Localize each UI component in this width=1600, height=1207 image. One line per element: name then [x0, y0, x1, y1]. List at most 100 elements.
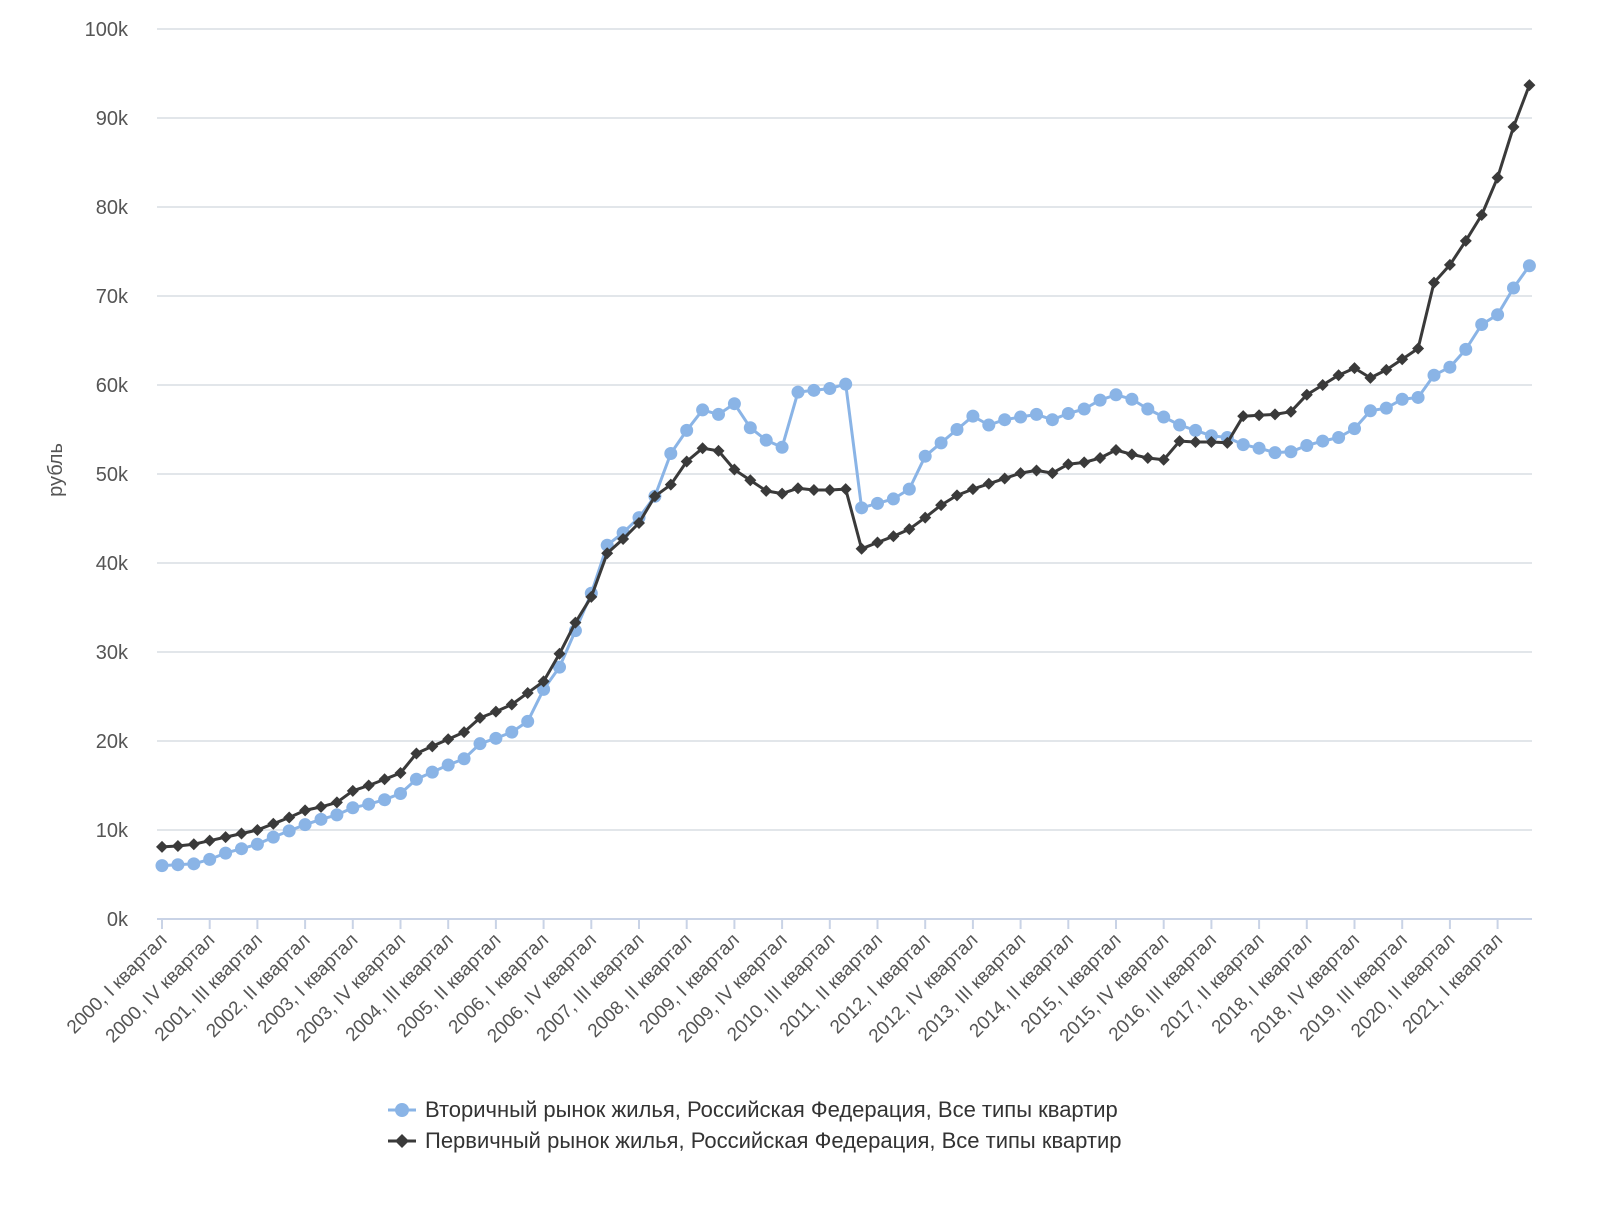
data-point[interactable]	[394, 787, 407, 801]
data-point[interactable]	[1110, 443, 1122, 456]
data-point[interactable]	[760, 484, 773, 497]
data-point[interactable]	[505, 698, 518, 711]
data-point[interactable]	[935, 499, 948, 512]
data-point[interactable]	[1300, 388, 1313, 401]
data-point[interactable]	[282, 824, 296, 838]
data-point[interactable]	[1491, 171, 1504, 184]
data-point[interactable]	[378, 773, 391, 786]
data-point[interactable]	[1078, 456, 1091, 469]
data-point[interactable]	[266, 830, 280, 844]
data-point[interactable]	[409, 772, 423, 786]
data-point[interactable]	[1364, 371, 1377, 384]
data-point[interactable]	[426, 740, 439, 753]
data-point[interactable]	[1427, 368, 1441, 382]
data-point[interactable]	[1348, 362, 1361, 375]
data-point[interactable]	[489, 705, 502, 718]
data-point[interactable]	[203, 852, 217, 866]
data-point[interactable]	[1094, 451, 1107, 464]
data-point[interactable]	[537, 675, 550, 688]
data-point[interactable]	[171, 840, 184, 853]
data-point[interactable]	[1269, 408, 1281, 421]
data-point[interactable]	[712, 444, 725, 457]
data-point[interactable]	[1237, 410, 1250, 423]
data-point[interactable]	[1332, 369, 1345, 382]
data-point[interactable]	[1396, 353, 1409, 366]
data-point[interactable]	[362, 779, 375, 792]
data-point[interactable]	[871, 536, 884, 549]
data-point[interactable]	[394, 767, 407, 780]
data-point[interactable]	[664, 447, 678, 461]
data-point[interactable]	[998, 413, 1012, 427]
data-point[interactable]	[1475, 209, 1488, 222]
data-point[interactable]	[759, 433, 773, 447]
data-point[interactable]	[251, 824, 264, 836]
data-point[interactable]	[473, 737, 487, 751]
data-point[interactable]	[1077, 402, 1091, 416]
data-point[interactable]	[489, 731, 503, 745]
data-point[interactable]	[537, 682, 551, 696]
data-point[interactable]	[791, 385, 805, 399]
data-point[interactable]	[235, 827, 248, 840]
data-point[interactable]	[1109, 388, 1123, 402]
data-point[interactable]	[330, 796, 343, 809]
data-point[interactable]	[633, 516, 645, 529]
data-point[interactable]	[378, 793, 392, 807]
data-point[interactable]	[727, 397, 741, 411]
data-point[interactable]	[1252, 441, 1266, 455]
data-point[interactable]	[1475, 317, 1489, 331]
data-point[interactable]	[680, 455, 693, 468]
data-point[interactable]	[1141, 402, 1155, 416]
data-point[interactable]	[187, 857, 201, 871]
data-point[interactable]	[696, 403, 710, 417]
data-point[interactable]	[458, 726, 471, 739]
data-point[interactable]	[1189, 435, 1202, 448]
data-point[interactable]	[1459, 342, 1473, 356]
data-point[interactable]	[1236, 438, 1250, 452]
data-point[interactable]	[1173, 418, 1187, 432]
data-point[interactable]	[902, 482, 916, 496]
data-point[interactable]	[982, 477, 995, 490]
data-point[interactable]	[776, 487, 789, 500]
data-point[interactable]	[807, 383, 821, 397]
data-point[interactable]	[569, 616, 582, 629]
data-point[interactable]	[441, 758, 455, 772]
data-point[interactable]	[871, 496, 884, 510]
data-point[interactable]	[283, 811, 296, 824]
data-point[interactable]	[1189, 423, 1202, 437]
data-point[interactable]	[1268, 446, 1282, 460]
data-point[interactable]	[855, 542, 868, 555]
data-point[interactable]	[601, 547, 614, 560]
data-point[interactable]	[775, 440, 789, 454]
data-point[interactable]	[1157, 410, 1171, 424]
data-point[interactable]	[330, 808, 344, 822]
data-point[interactable]	[1014, 410, 1028, 424]
data-point[interactable]	[1332, 431, 1346, 445]
data-point[interactable]	[1141, 451, 1154, 464]
data-point[interactable]	[1204, 429, 1218, 443]
data-point[interactable]	[839, 377, 853, 391]
data-point[interactable]	[951, 489, 963, 502]
data-point[interactable]	[171, 858, 185, 872]
data-point[interactable]	[744, 474, 757, 487]
data-point[interactable]	[1014, 467, 1027, 480]
data-point[interactable]	[1459, 234, 1472, 247]
data-point[interactable]	[792, 482, 804, 495]
data-point[interactable]	[1443, 360, 1457, 374]
data-point[interactable]	[1062, 458, 1075, 471]
data-point[interactable]	[203, 834, 216, 847]
data-point[interactable]	[1507, 281, 1520, 295]
data-point[interactable]	[648, 490, 661, 503]
data-point[interactable]	[1061, 406, 1075, 420]
data-point[interactable]	[696, 442, 709, 455]
data-point[interactable]	[585, 590, 598, 603]
data-point[interactable]	[155, 859, 169, 873]
data-point[interactable]	[1491, 308, 1505, 322]
data-point[interactable]	[1316, 434, 1330, 448]
data-point[interactable]	[346, 801, 360, 815]
data-point[interactable]	[886, 492, 900, 506]
data-point[interactable]	[903, 523, 916, 536]
data-point[interactable]	[728, 463, 741, 476]
data-point[interactable]	[1030, 464, 1043, 477]
data-point[interactable]	[1300, 439, 1314, 453]
data-point[interactable]	[1522, 259, 1536, 273]
